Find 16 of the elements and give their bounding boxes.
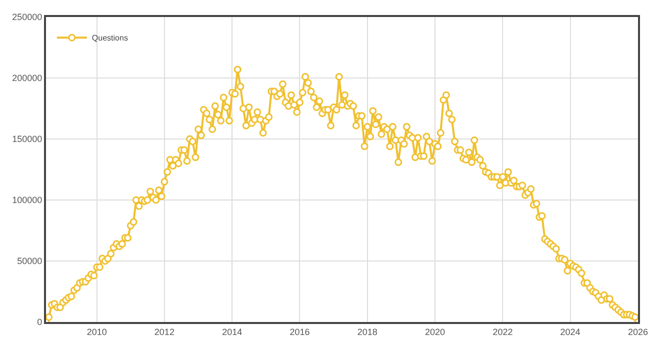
x-tick-label: 2022 bbox=[492, 326, 513, 337]
x-tick-label: 2024 bbox=[560, 326, 580, 337]
y-tick-label: 0 bbox=[37, 317, 42, 328]
legend-label: Questions bbox=[92, 34, 128, 43]
y-tick-label: 50000 bbox=[17, 256, 42, 266]
x-tick-label: 2018 bbox=[357, 326, 378, 337]
x-tick-label: 2016 bbox=[290, 326, 310, 337]
x-tick-label: 2010 bbox=[86, 326, 107, 337]
y-tick-label: 100000 bbox=[12, 195, 42, 206]
x-tick-label: 2026 bbox=[628, 326, 648, 337]
y-tick-label: 150000 bbox=[12, 134, 42, 144]
x-tick-label: 2014 bbox=[222, 326, 242, 337]
x-tick-label: 2012 bbox=[154, 326, 174, 337]
y-tick-label: 250000 bbox=[12, 12, 42, 22]
y-tick-label: 200000 bbox=[12, 73, 42, 84]
x-tick-label: 2020 bbox=[425, 326, 446, 337]
